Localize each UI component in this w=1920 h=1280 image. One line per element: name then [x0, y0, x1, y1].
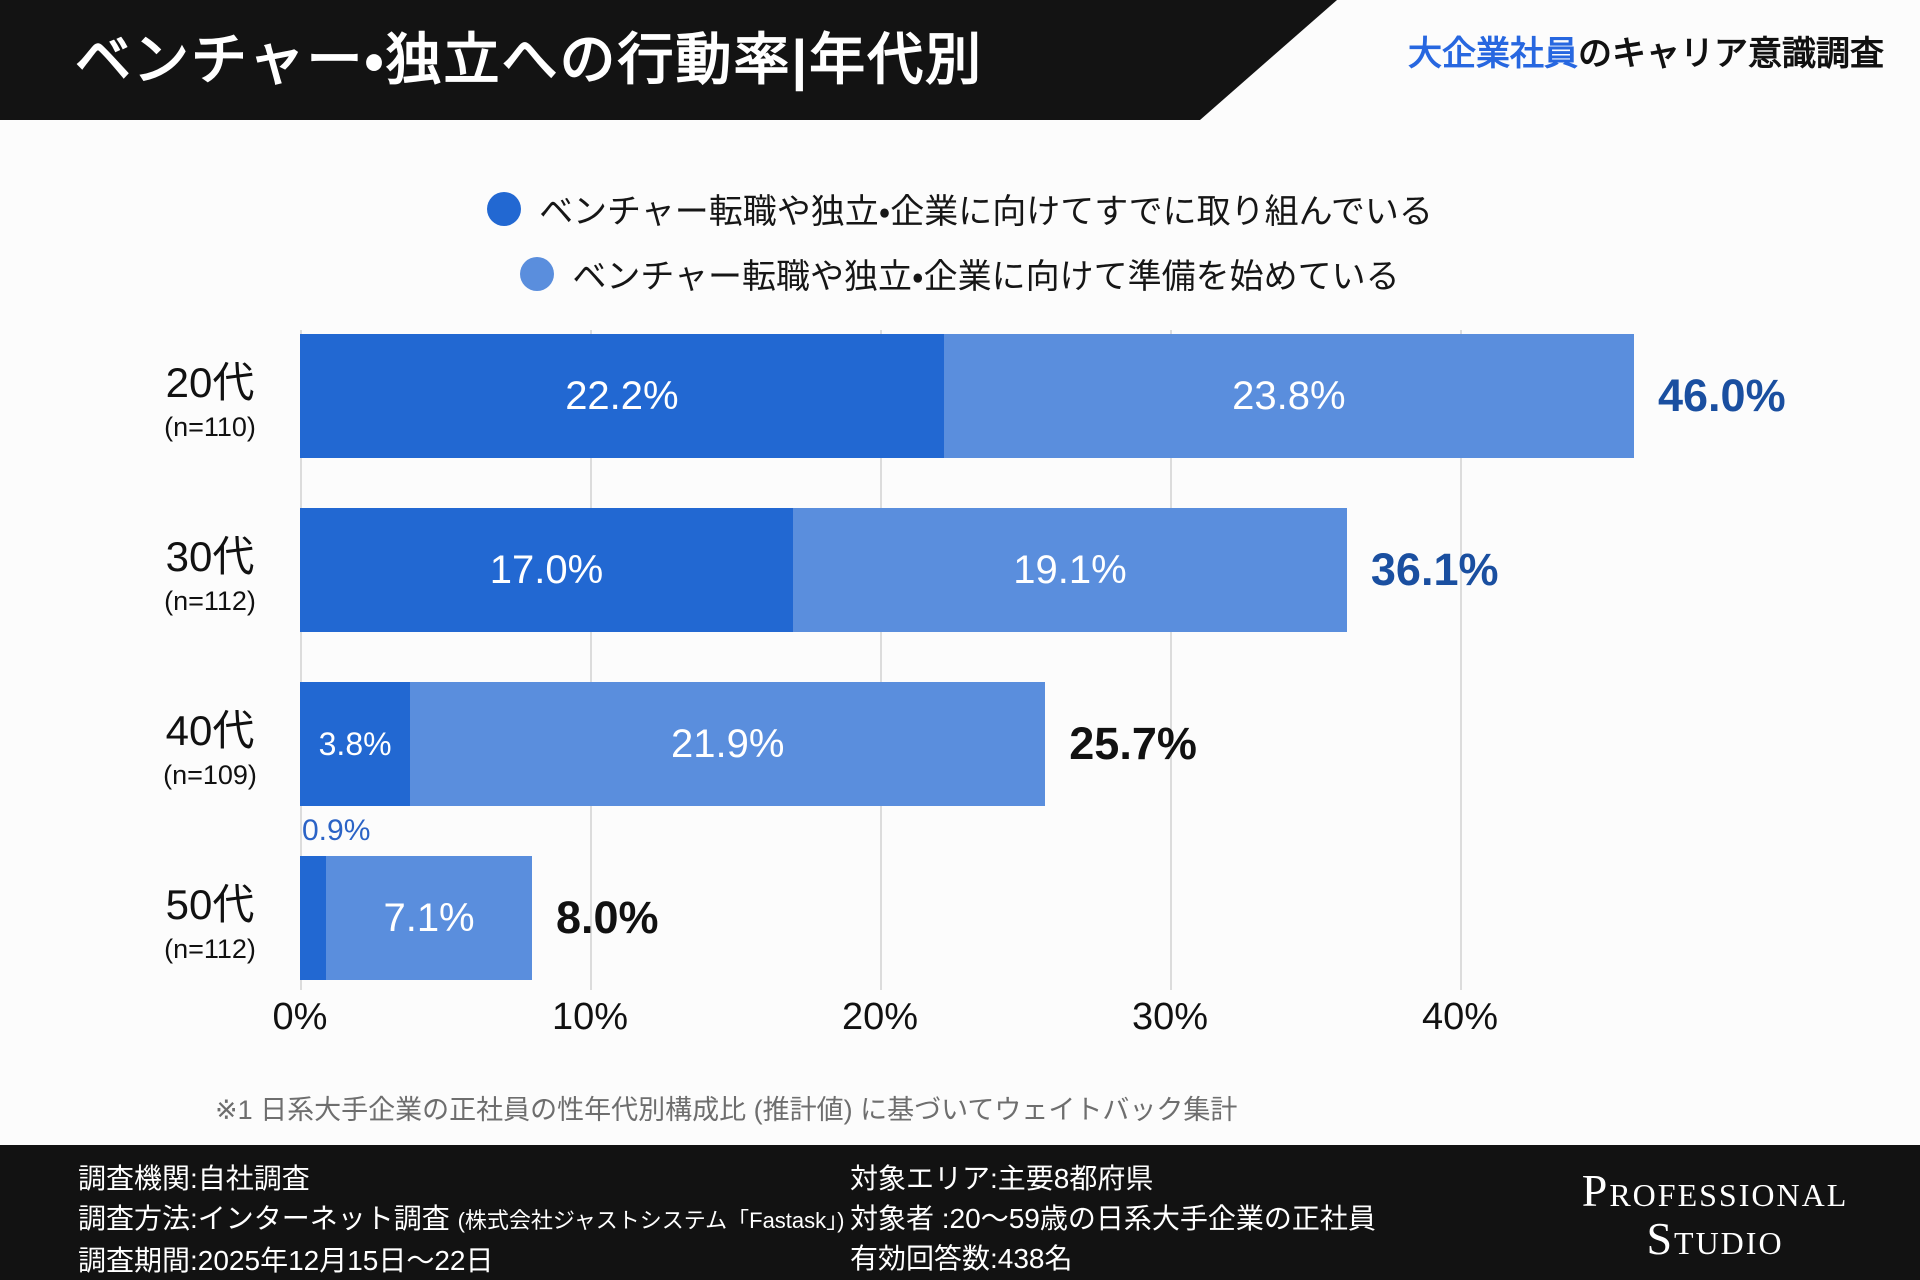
chart-row: 50代 (n=112) 0.9% 7.1% 8.0%: [0, 814, 1920, 980]
footer-row-subjects: 対象者 :20〜59歳の日系大手企業の正社員: [850, 1203, 1376, 1234]
category-sample-size: (n=110): [164, 412, 256, 442]
chart-row: 40代 (n=109) 3.8% 21.9% 25.7%: [0, 682, 1920, 806]
footer-row-method: 調査方法:インターネット調査 (株式会社ジャストシステム「Fastask」): [78, 1199, 850, 1241]
footer-row-responses: 有効回答数:438名: [850, 1243, 1073, 1274]
bar-value-label: 19.1%: [1013, 547, 1127, 592]
bar-segment-already-acting: [300, 856, 327, 980]
logo-line-2: Studio: [1646, 1213, 1784, 1264]
header: ベンチャー・独立への行動率|年代別 大企業社員のキャリア意識調査: [0, 0, 1920, 120]
footer-survey-info-right: 対象エリア:主要8都府県 対象者 :20〜59歳の日系大手企業の正社員 有効回答…: [850, 1159, 1550, 1280]
bar-value-label: 7.1%: [383, 895, 475, 940]
legend-label: ベンチャー転職や独立・企業に向けて準備を始めている: [572, 258, 1400, 296]
bar-chart: 20代 (n=110) 22.2% 23.8% 46.0% 30代 (n=112) 17.0%…: [0, 330, 1920, 1060]
legend-label: ベンチャー転職や独立・企業に向けてすでに取り組んでいる: [539, 193, 1433, 231]
page-title: ベンチャー・独立への行動率|年代別: [75, 28, 984, 91]
bar-segment-already-acting: 17.0%: [300, 508, 793, 632]
category-sample-size: (n=109): [163, 760, 257, 790]
gridline: [590, 330, 592, 990]
company-logo: Professional Studio: [1550, 1167, 1880, 1263]
footer-row-period: 調査期間:2025年12月15日〜22日: [78, 1241, 850, 1280]
x-axis-tick-label: 20%: [841, 996, 919, 1038]
category-name: 40代: [165, 707, 255, 754]
bar-segment-preparing: 7.1%: [326, 856, 532, 980]
bar-value-label: 3.8%: [318, 725, 392, 762]
category-label: 50代 (n=112): [0, 871, 300, 965]
legend-item-already-acting: ベンチャー転職や独立・企業に向けてすでに取り組んでいる: [0, 184, 1920, 233]
category-sample-size: (n=112): [164, 934, 256, 964]
total-value-label: 8.0%: [555, 892, 659, 943]
category-name: 50代: [165, 881, 255, 928]
total-value-label: 25.7%: [1069, 718, 1197, 769]
category-sample-size: (n=112): [164, 586, 256, 616]
footer: 調査機関:自社調査 調査方法:インターネット調査 (株式会社ジャストシステム「F…: [0, 1145, 1920, 1280]
legend-dot-icon: [487, 191, 522, 226]
bar-value-label: 0.9%: [302, 814, 371, 847]
x-axis-tick-label: 40%: [1421, 996, 1499, 1038]
x-axis: 0% 10% 20% 30% 40%: [273, 996, 1920, 1060]
gridline: [300, 330, 302, 990]
chart-row: 20代 (n=110) 22.2% 23.8% 46.0%: [0, 334, 1920, 458]
category-name: 30代: [165, 533, 255, 580]
gridline: [1460, 330, 1462, 990]
bar-segment-preparing: 21.9%: [410, 682, 1046, 806]
bar-group: 0.9% 7.1% 8.0%: [300, 814, 659, 980]
bar-segment-preparing: 19.1%: [793, 508, 1347, 632]
bar-value-label: 23.8%: [1232, 373, 1346, 418]
bar-segment-preparing: 23.8%: [943, 334, 1634, 458]
legend-item-preparing: ベンチャー転職や独立・企業に向けて準備を始めている: [0, 249, 1920, 298]
bar-value-label: 21.9%: [671, 721, 785, 766]
chart-row: 30代 (n=112) 17.0% 19.1% 36.1%: [0, 508, 1920, 632]
category-label: 30代 (n=112): [0, 523, 300, 617]
survey-subtitle-rest: のキャリア意識調査: [1578, 35, 1884, 73]
bar-segment-already-acting: 3.8%: [300, 682, 411, 806]
header-background-shape: [0, 0, 1337, 120]
footer-text: 調査期間:2025年12月15日〜22日: [78, 1245, 494, 1276]
gridline: [880, 330, 882, 990]
footer-text-small: (株式会社ジャストシステム「Fastask」): [457, 1208, 845, 1233]
footer-text: 調査方法:インターネット調査: [78, 1203, 450, 1234]
x-axis-tick-label: 0%: [272, 996, 328, 1038]
x-axis-tick-label: 10%: [551, 996, 629, 1038]
footnote: ※1 日系大手企業の正社員の性年代別構成比 (推計値) に基づいてウェイトバック…: [215, 1095, 1238, 1125]
chart-rows: 20代 (n=110) 22.2% 23.8% 46.0% 30代 (n=112) 17.0%…: [0, 334, 1920, 980]
footer-survey-info-left: 調査機関:自社調査 調査方法:インターネット調査 (株式会社ジャストシステム「F…: [78, 1159, 850, 1280]
gridline: [1170, 330, 1172, 990]
footer-text: 調査機関:自社調査: [78, 1163, 310, 1194]
category-label: 20代 (n=110): [0, 349, 300, 443]
survey-subtitle: 大企業社員のキャリア意識調査: [1408, 26, 1884, 75]
bar-value-label: 17.0%: [489, 547, 604, 592]
logo-line-1: Professional: [1581, 1165, 1849, 1216]
bar-group: 17.0% 19.1% 36.1%: [300, 508, 1499, 632]
gridlines: [300, 330, 1920, 990]
category-name: 20代: [165, 359, 255, 406]
bar-group: 3.8% 21.9% 25.7%: [300, 682, 1197, 806]
total-value-label: 36.1%: [1370, 544, 1499, 595]
bar-segment-already-acting: 22.2%: [300, 334, 944, 458]
bar-group: 22.2% 23.8% 46.0%: [300, 334, 1786, 458]
category-label: 40代 (n=109): [0, 697, 300, 791]
legend-dot-icon: [520, 256, 555, 291]
footer-inner: 調査機関:自社調査 調査方法:インターネット調査 (株式会社ジャストシステム「F…: [0, 1145, 1920, 1280]
footer-row-area: 対象エリア:主要8都府県: [850, 1163, 1154, 1194]
bar-value-label: 22.2%: [565, 373, 679, 418]
x-axis-tick-label: 30%: [1131, 996, 1209, 1038]
chart-legend: ベンチャー転職や独立・企業に向けてすでに取り組んでいる ベンチャー転職や独立・企…: [0, 184, 1920, 298]
total-value-label: 46.0%: [1657, 370, 1786, 421]
footer-row-organization: 調査機関:自社調査: [78, 1159, 850, 1199]
survey-subtitle-highlight: 大企業社員: [1408, 35, 1578, 73]
